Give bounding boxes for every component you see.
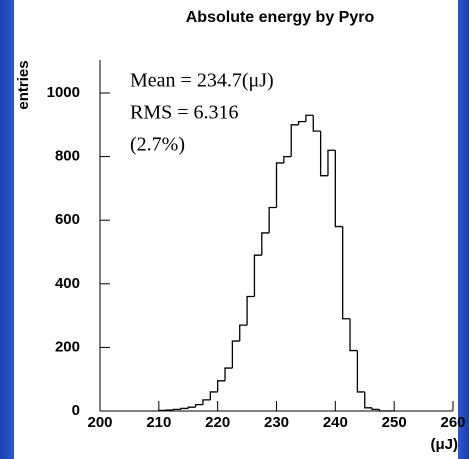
annotation: (2.7%)	[130, 134, 185, 156]
histogram-bin	[364, 391, 373, 409]
histogram-bin	[349, 318, 358, 352]
x-tick-label: 250	[382, 414, 407, 431]
x-tick-label: 220	[205, 414, 230, 431]
histogram-bin	[239, 324, 248, 342]
histogram-bin	[180, 407, 189, 410]
histogram-bin	[246, 295, 255, 326]
y-tick-label: 1000	[47, 84, 80, 101]
histogram-bin	[378, 409, 387, 412]
histogram-bin	[334, 150, 343, 228]
y-tick-label: 600	[55, 211, 80, 228]
y-tick-label: 0	[72, 402, 80, 419]
histogram-bin	[224, 367, 233, 381]
x-axis-label: (μJ)	[430, 436, 458, 453]
histogram-bin	[342, 226, 351, 320]
histogram-bin	[231, 340, 240, 369]
histogram-bin	[356, 350, 365, 393]
histogram-bin	[327, 149, 336, 176]
histogram-bin	[194, 403, 203, 408]
y-tick-label: 200	[55, 338, 80, 355]
annotation: RMS = 6.316	[130, 102, 239, 124]
histogram-bin	[283, 155, 292, 163]
histogram-bin	[268, 206, 277, 233]
x-tick-label: 230	[264, 414, 289, 431]
annotation: Mean = 234.7(μJ)	[130, 70, 274, 92]
histogram-bin	[187, 406, 196, 409]
histogram-bin	[297, 120, 306, 125]
histogram-bin	[312, 115, 321, 132]
histogram-bin	[290, 124, 299, 157]
histogram-bin	[202, 399, 211, 405]
y-tick-label: 400	[55, 275, 80, 292]
histogram-bin	[172, 408, 181, 411]
x-tick-label: 210	[146, 414, 171, 431]
y-axis-label: entries	[15, 60, 32, 109]
histogram-bin	[261, 232, 270, 256]
histogram-bin	[253, 254, 262, 297]
x-tick-label: 200	[87, 414, 112, 431]
x-tick-label: 240	[323, 414, 348, 431]
histogram-bin	[319, 131, 328, 177]
x-tick-label: 260	[440, 414, 465, 431]
histogram-bin	[209, 391, 218, 400]
histogram-bin	[371, 407, 380, 411]
histogram-bin	[275, 162, 284, 208]
histogram-bin	[217, 380, 226, 392]
histogram-bin	[305, 114, 314, 122]
chart-title: Absolute energy by Pyro	[186, 9, 375, 26]
y-tick-label: 800	[55, 148, 80, 165]
histogram-bin	[158, 409, 167, 412]
